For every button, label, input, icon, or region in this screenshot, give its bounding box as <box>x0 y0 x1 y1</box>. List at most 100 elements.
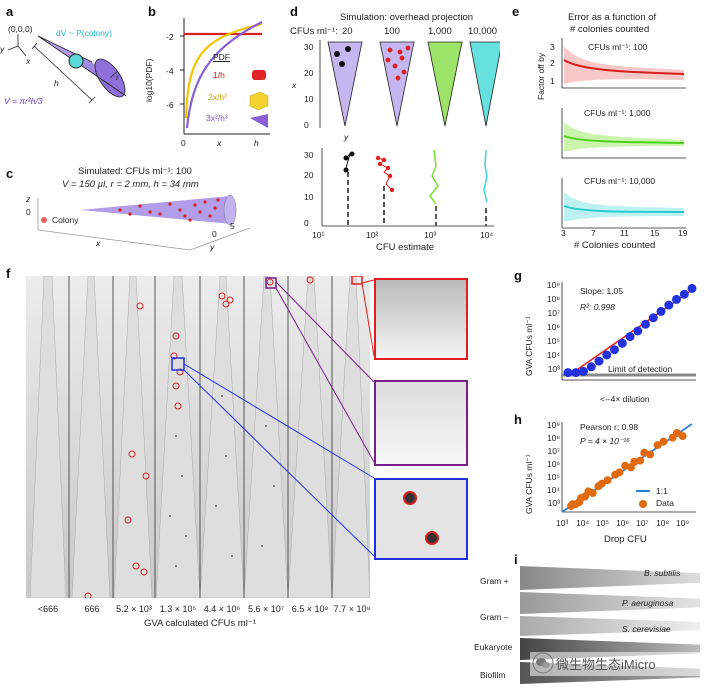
ytick: 10⁹ <box>546 280 560 290</box>
panel-b-legend-purple: 3x²/h³ <box>206 113 228 123</box>
g-data-point <box>610 345 619 355</box>
panel-d-cfu-estimate-plot <box>321 148 494 227</box>
panel-h-xlabel: Drop CFU <box>604 534 647 545</box>
panel-b-xtick-x: x <box>217 138 222 148</box>
panel-a-axis-x: x <box>26 56 31 66</box>
h-data-point <box>597 479 606 488</box>
panel-d-cfu-label: CFUs ml⁻¹: <box>290 26 338 37</box>
xtick: 10⁴ <box>576 518 590 528</box>
strip-label: 5.2 × 10³ <box>116 604 152 614</box>
panel-c-ztick-0: 0 <box>26 207 31 217</box>
ytick: 10⁵ <box>547 472 560 482</box>
xtick: 10⁸ <box>656 518 670 528</box>
ytick: 10⁵ <box>547 336 560 346</box>
panel-h-chart <box>561 422 696 513</box>
panel-i-group-gram-pos: Gram + <box>480 576 509 586</box>
panel-e-title1: Error as a function of <box>568 12 657 23</box>
panel-e-xtick-7: 7 <box>591 228 596 238</box>
h-data-point <box>653 441 662 450</box>
panel-label-e: e <box>512 4 520 19</box>
panel-label-f: f <box>6 266 11 281</box>
panel-d-cfu-1000: 1,000 <box>428 26 452 37</box>
panel-b-ytick-4: -4 <box>166 66 174 76</box>
panel-h-yticks: 10⁹ 10⁸ 10⁷ 10⁶ 10⁵ 10⁴ 10³ <box>542 420 560 516</box>
panel-i-species-scer: S. cerevisiae <box>622 624 671 634</box>
panel-d-ytick-30: 30 <box>304 42 314 52</box>
panel-d-xtick-1: 10¹ <box>312 230 325 240</box>
panel-g-yticks: 10⁹ 10⁸ 10⁷ 10⁶ 10⁵ 10⁴ 10³ <box>542 280 560 384</box>
strip-label: 6.5 × 10⁸ <box>291 604 329 614</box>
panel-e-ytick-3: 3 <box>550 42 555 52</box>
xtick: 10⁹ <box>676 518 690 528</box>
panel-c-legend-colony: Colony <box>52 215 79 225</box>
panel-e-xtick-3: 3 <box>561 228 566 238</box>
panel-e-sub-10000: CFUs ml⁻¹: 10,000 <box>584 176 656 186</box>
panel-label-a: a <box>6 4 14 19</box>
panel-c-ytick-5: 5 <box>230 221 235 231</box>
h-data-point <box>588 489 597 497</box>
panel-d-ytick2-0: 0 <box>304 218 309 228</box>
panel-h-legend-marks <box>636 490 650 508</box>
h-data-point <box>678 432 687 441</box>
strip-label: 4.4 × 10⁶ <box>203 604 241 614</box>
g-data-point <box>672 294 681 304</box>
panel-b-ytick-2: -2 <box>166 32 174 42</box>
ytick: 10⁸ <box>546 433 560 443</box>
h-data-point <box>615 468 624 477</box>
strip-label: 5.6 × 10⁷ <box>247 604 285 614</box>
panel-d-ytick-0: 0 <box>304 120 309 130</box>
panel-i-species-paer: P. aeruginosa <box>622 598 674 608</box>
panel-c-simulated-cone <box>37 194 251 251</box>
panel-i-species-bsub: B. subtilis <box>644 568 681 578</box>
panel-g-ylabel: GVA CFUs ml⁻¹ <box>524 316 534 376</box>
panel-h-legend-line: 1:1 <box>656 486 668 496</box>
ytick: 10⁷ <box>547 446 560 456</box>
h-data-point <box>603 476 612 485</box>
pipette-row <box>520 592 700 614</box>
panel-e-xtick-11: 11 <box>620 228 629 238</box>
g-data-point <box>687 283 697 293</box>
xtick: 10⁷ <box>636 518 649 528</box>
panel-f-strip-labels: <666 666 5.2 × 10³ 1.3 × 10⁵ 4.4 × 10⁶ 5… <box>26 600 376 614</box>
panel-d-cfu-20: 20 <box>342 26 353 37</box>
panel-c-title2: V = 150 µl, r = 2 mm, h = 34 mm <box>62 179 199 190</box>
panel-h-xticks: 10³ 10⁴ 10⁵ 10⁶ 10⁷ 10⁸ 10⁹ <box>556 518 700 530</box>
panel-i-group-gram-neg: Gram – <box>480 612 509 622</box>
panel-e-xlabel: # Colonies counted <box>574 240 656 251</box>
panel-d-ytick2-10: 10 <box>304 192 314 202</box>
panel-label-c: c <box>6 166 14 181</box>
panel-h-p: P = 4 × 10⁻¹⁶ <box>580 436 630 446</box>
g-data-point <box>594 356 604 366</box>
panel-e-sub-1000: CFUs ml⁻¹: 1,000 <box>584 108 651 118</box>
panel-i-group-biofilm: Biofilm <box>480 670 506 680</box>
strip-label: <666 <box>37 604 59 614</box>
panel-g-lod: Limit of detection <box>608 364 673 374</box>
panel-h-pearson: Pearson r: 0.98 <box>580 422 639 432</box>
panel-a-dv: dV ~ P(colony) <box>56 28 112 38</box>
ytick: 10⁷ <box>547 308 560 318</box>
g-data-point <box>633 326 643 336</box>
panel-g-slope: Slope: 1.05 <box>580 286 624 296</box>
xtick: 10⁶ <box>616 518 629 528</box>
panel-e-xtick-19: 19 <box>678 228 688 238</box>
g-data-point <box>586 362 596 372</box>
panel-a-cone-diagram <box>7 34 127 104</box>
g-data-point <box>641 319 650 329</box>
strip-label: 666 <box>84 604 100 614</box>
panel-b-xtick-0: 0 <box>181 138 186 148</box>
ytick: 10⁸ <box>546 294 560 304</box>
xtick: 10⁵ <box>596 518 609 528</box>
panel-d-axis-x: x <box>292 80 297 90</box>
panel-d-cfu-100: 100 <box>384 26 400 37</box>
ytick: 10⁶ <box>547 459 560 469</box>
g-data-point <box>656 306 666 316</box>
panel-f-zoom-blue <box>374 478 468 560</box>
panel-d-ytick-10: 10 <box>304 94 314 104</box>
panel-d-xlabel: CFU estimate <box>376 242 435 253</box>
g-data-point <box>625 332 635 342</box>
panel-f-zoom-purple <box>374 380 468 466</box>
g-data-point <box>563 368 573 378</box>
panel-c-ytick-0: 0 <box>212 229 217 239</box>
panel-label-g: g <box>514 268 522 283</box>
panel-b-legend-title: PDF <box>213 52 230 62</box>
